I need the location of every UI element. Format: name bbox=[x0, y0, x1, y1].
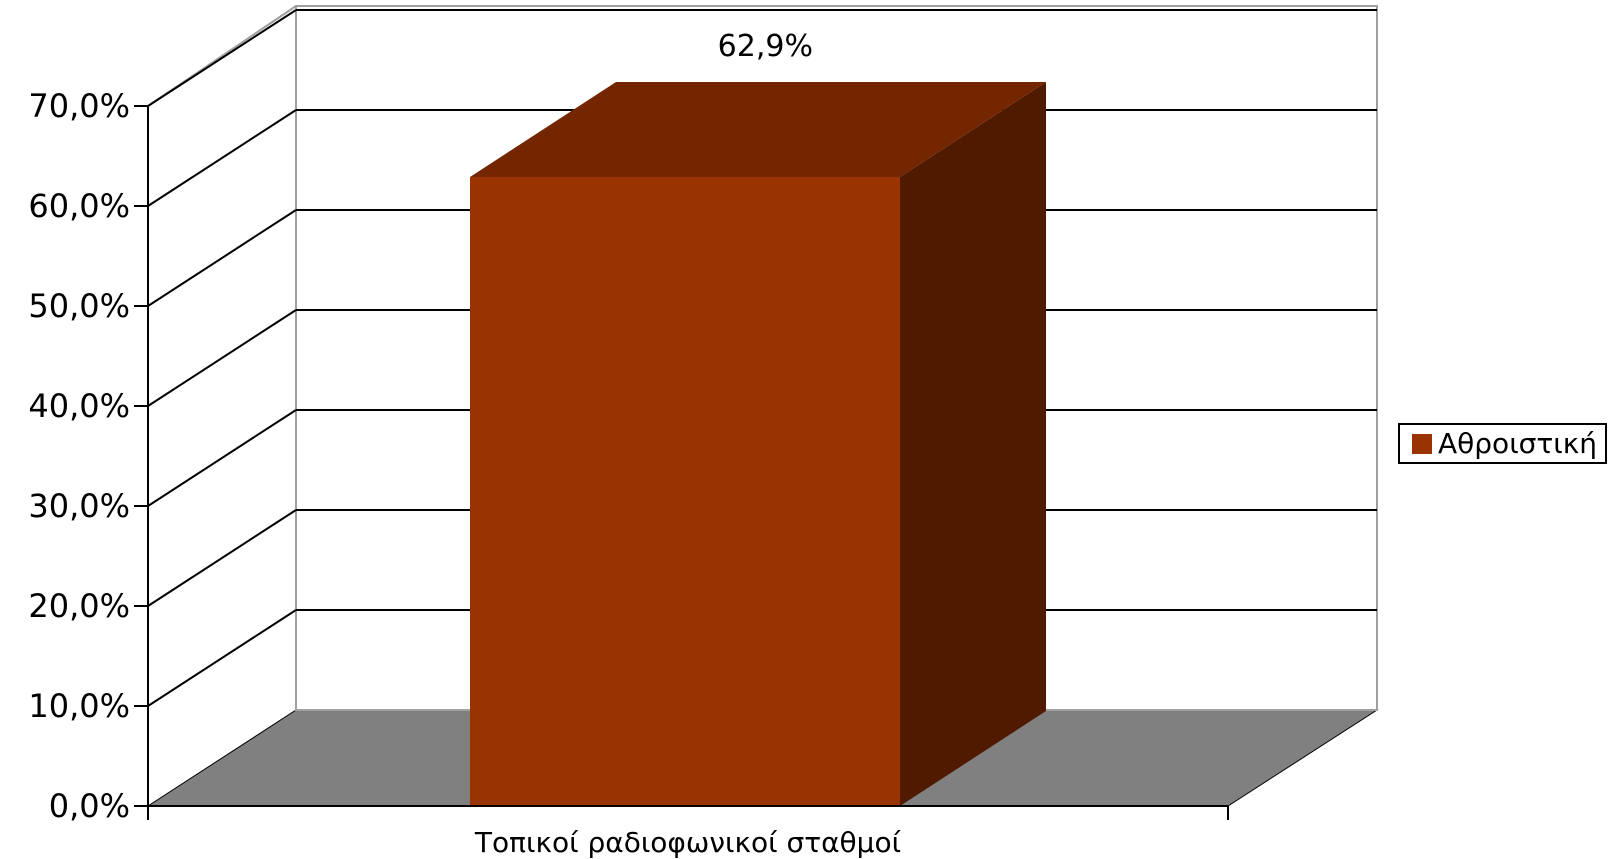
gridline-side bbox=[147, 409, 297, 507]
gridline-side bbox=[147, 109, 297, 207]
y-tick-label: 50,0% bbox=[28, 287, 130, 325]
y-tick-label: 70,0% bbox=[28, 87, 130, 125]
bar bbox=[470, 177, 900, 806]
y-tick-label: 30,0% bbox=[28, 487, 130, 525]
legend: Αθροιστική bbox=[1398, 423, 1607, 464]
y-tick-label: 20,0% bbox=[28, 587, 130, 625]
gridline-side bbox=[147, 509, 297, 607]
axes bbox=[134, 105, 1229, 820]
y-tick-label: 0,0% bbox=[49, 787, 130, 825]
category-label: Τοπικοί ραδιοφωνικοί σταθμοί bbox=[474, 826, 902, 859]
labels: 0,0% 10,0% 20,0% 30,0% 40,0% 50,0% 60,0% 70,0% 6… bbox=[28, 29, 901, 859]
gridline-side bbox=[147, 9, 297, 107]
gridline-side bbox=[147, 609, 297, 707]
legend-label: Αθροιστική bbox=[1438, 427, 1597, 460]
gridline-side bbox=[147, 309, 297, 407]
data-label: 62,9% bbox=[718, 29, 813, 64]
gridline-side bbox=[147, 209, 297, 307]
bar-side bbox=[900, 82, 1046, 806]
bars bbox=[470, 82, 1046, 806]
bar-top bbox=[470, 82, 1046, 177]
y-tick-label: 10,0% bbox=[28, 687, 130, 725]
y-tick-label: 60,0% bbox=[28, 187, 130, 225]
legend-swatch bbox=[1412, 433, 1432, 454]
y-tick-label: 40,0% bbox=[28, 387, 130, 425]
